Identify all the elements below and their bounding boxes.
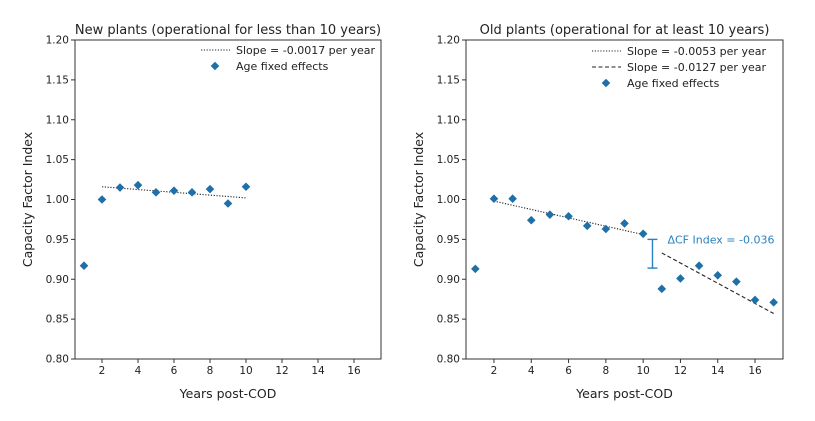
legend: Slope = -0.0053 per year Slope = -0.0127 … bbox=[592, 45, 766, 90]
x-axis-label: Years post-COD bbox=[575, 386, 673, 401]
y-tick-label: 1.05 bbox=[437, 154, 460, 166]
data-point bbox=[471, 264, 480, 274]
x-tick-label: 12 bbox=[275, 365, 288, 377]
y-tick-label: 1.20 bbox=[46, 35, 69, 47]
x-tick-label: 6 bbox=[171, 365, 178, 377]
y-tick-label: 0.85 bbox=[46, 314, 69, 326]
data-point bbox=[694, 261, 704, 270]
x-tick-label: 10 bbox=[239, 365, 252, 377]
data-point bbox=[750, 295, 760, 305]
x-tick-label: 2 bbox=[491, 365, 498, 377]
y-axis-label: Capacity Factor Index bbox=[411, 132, 426, 267]
y-tick-label: 1.15 bbox=[46, 74, 69, 86]
chart-panel-2: Old plants (operational for at least 10 … bbox=[411, 23, 784, 401]
data-point bbox=[97, 195, 107, 204]
x-tick-label: 14 bbox=[711, 365, 725, 377]
x-tick-label: 6 bbox=[565, 365, 572, 377]
x-tick-label: 14 bbox=[311, 365, 325, 377]
data-point bbox=[545, 210, 555, 219]
data-point bbox=[526, 215, 536, 225]
y-tick-label: 0.85 bbox=[437, 314, 460, 326]
x-tick-label: 8 bbox=[207, 365, 214, 377]
legend-marker bbox=[210, 61, 220, 71]
y-tick-label: 0.95 bbox=[46, 234, 69, 246]
chart-title: New plants (operational for less than 10… bbox=[75, 23, 381, 38]
data-point bbox=[223, 199, 233, 208]
y-tick-label: 0.80 bbox=[437, 354, 460, 366]
legend-label: Age fixed effects bbox=[236, 60, 329, 73]
y-tick-label: 0.90 bbox=[437, 274, 460, 286]
data-point bbox=[508, 194, 517, 204]
data-point bbox=[620, 219, 629, 228]
delta-annotation: ΔCF Index = -0.036 bbox=[647, 233, 774, 269]
y-tick-label: 0.95 bbox=[437, 234, 460, 246]
legend-label: Age fixed effects bbox=[627, 77, 720, 90]
y-tick-label: 0.90 bbox=[46, 274, 69, 286]
trend-line-dashed bbox=[661, 252, 774, 315]
data-point bbox=[713, 270, 723, 280]
x-tick-label: 4 bbox=[135, 365, 142, 377]
y-tick-label: 1.10 bbox=[437, 114, 460, 126]
data-point bbox=[187, 188, 197, 197]
data-point bbox=[133, 180, 143, 190]
legend-label: Slope = -0.0127 per year bbox=[627, 61, 766, 74]
data-point bbox=[205, 184, 215, 194]
x-axis-label: Years post-COD bbox=[179, 386, 277, 401]
legend: Slope = -0.0017 per year Age fixed effect… bbox=[201, 44, 375, 73]
y-tick-label: 1.10 bbox=[46, 114, 69, 126]
data-point bbox=[582, 221, 592, 231]
x-tick-label: 2 bbox=[99, 365, 106, 377]
x-tick-label: 16 bbox=[347, 365, 361, 377]
y-tick-label: 0.80 bbox=[46, 354, 69, 366]
y-tick-label: 1.00 bbox=[46, 194, 69, 206]
data-point bbox=[241, 182, 251, 192]
x-tick-label: 12 bbox=[674, 365, 687, 377]
data-point bbox=[638, 229, 648, 239]
chart-panel-1: New plants (operational for less than 10… bbox=[20, 23, 382, 401]
data-point bbox=[732, 277, 741, 286]
y-tick-label: 1.05 bbox=[46, 154, 69, 166]
data-point bbox=[676, 274, 685, 283]
y-axis-label: Capacity Factor Index bbox=[20, 132, 35, 267]
y-tick-label: 1.00 bbox=[437, 194, 460, 206]
y-tick-label: 1.20 bbox=[437, 35, 460, 47]
y-tick-label: 1.15 bbox=[437, 74, 460, 86]
data-point bbox=[564, 211, 573, 221]
legend-label: Slope = -0.0017 per year bbox=[236, 44, 375, 57]
legend-label: Slope = -0.0053 per year bbox=[627, 45, 766, 58]
data-point bbox=[115, 183, 125, 192]
data-point bbox=[79, 261, 89, 270]
legend-marker bbox=[601, 78, 611, 88]
x-tick-label: 8 bbox=[603, 365, 610, 377]
data-point bbox=[151, 188, 161, 197]
chart-title: Old plants (operational for at least 10 … bbox=[480, 23, 770, 38]
x-tick-label: 16 bbox=[748, 365, 762, 377]
x-tick-label: 4 bbox=[528, 365, 535, 377]
data-point bbox=[769, 298, 778, 307]
data-point bbox=[601, 224, 611, 234]
data-point bbox=[169, 186, 179, 196]
data-point bbox=[489, 194, 499, 204]
x-tick-label: 10 bbox=[636, 365, 649, 377]
annotation-label: ΔCF Index = -0.036 bbox=[667, 233, 774, 246]
data-point bbox=[657, 284, 667, 294]
